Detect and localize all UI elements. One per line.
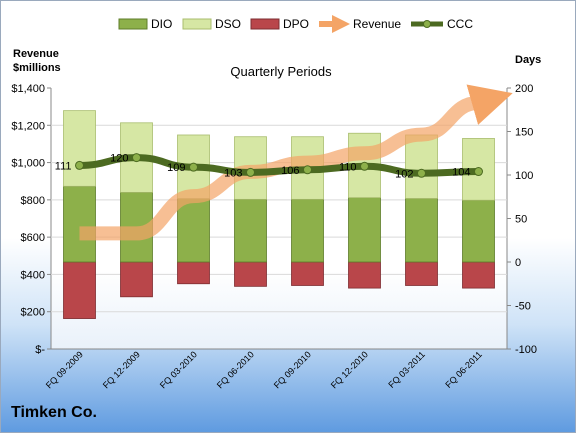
revenue-line <box>79 84 513 241</box>
right-tick-label: 200 <box>515 83 533 95</box>
ccc-point <box>303 165 312 175</box>
bar-dpo <box>291 261 324 286</box>
right-tick-label: 0 <box>515 257 521 269</box>
x-tick-label: FQ 03-2010 <box>158 349 199 390</box>
x-tick-label: FQ 06-2010 <box>215 349 256 390</box>
left-tick-label: $400 <box>21 269 45 281</box>
legend-swatch-ccc-marker <box>423 20 431 28</box>
right-axis-title: Days <box>515 54 541 66</box>
bar-dio <box>348 197 381 263</box>
left-tick-label: $600 <box>21 232 45 244</box>
ccc-data-label: 103 <box>224 167 242 179</box>
legend-swatch-dpo <box>250 18 280 30</box>
legend-label-dso: DSO <box>215 17 241 31</box>
ccc-data-label: 110 <box>339 161 357 173</box>
bar-dpo <box>405 261 438 286</box>
bar-dpo <box>120 261 153 298</box>
left-tick-label: $- <box>35 344 45 356</box>
x-tick-label: FQ 03-2011 <box>386 349 427 390</box>
legend: DIO DSO DPO Revenue CCC <box>118 15 473 33</box>
left-tick-label: $800 <box>21 195 45 207</box>
ccc-data-label: 120 <box>110 153 128 165</box>
x-tick-label: FQ 12-2010 <box>329 349 370 390</box>
ccc-data-label: 102 <box>395 168 413 180</box>
bar-dpo <box>234 261 267 287</box>
ccc-point <box>75 160 84 170</box>
bar-dio <box>291 198 324 263</box>
left-tick-label: $1,400 <box>11 83 45 95</box>
legend-swatch-dio <box>118 18 148 30</box>
ccc-point <box>189 162 198 172</box>
ccc-data-label: 104 <box>452 167 470 179</box>
ccc-point <box>417 168 426 178</box>
legend-swatch-dso <box>182 18 212 30</box>
left-tick-label: $200 <box>21 307 45 319</box>
x-tick-label: FQ 09-2009 <box>44 349 85 390</box>
right-tick-label: -50 <box>515 301 531 313</box>
bar-dso <box>63 110 96 187</box>
bar-dso <box>405 134 438 199</box>
bar-dio <box>177 198 210 263</box>
legend-label-revenue: Revenue <box>353 17 401 31</box>
ccc-point <box>474 167 483 177</box>
bar-dpo <box>63 261 96 319</box>
bar-dpo <box>462 261 495 289</box>
right-tick-label: 100 <box>515 170 533 182</box>
bar-dio <box>234 198 267 263</box>
x-tick-label: FQ 06-2011 <box>443 349 484 390</box>
legend-label-dio: DIO <box>151 17 172 31</box>
legend-label-dpo: DPO <box>283 17 309 31</box>
right-tick-label: 150 <box>515 127 533 139</box>
right-tick-label: -100 <box>515 344 537 356</box>
ccc-data-label: 109 <box>167 162 185 174</box>
left-axis-title-line2: $millions <box>13 62 61 74</box>
bar-dpo <box>348 261 381 289</box>
ccc-point <box>360 161 369 171</box>
bar-dio <box>462 199 495 263</box>
bar-dpo <box>177 261 210 285</box>
ccc-data-label: 106 <box>281 165 299 177</box>
left-axis-title-line1: Revenue <box>13 48 59 60</box>
right-tick-label: 50 <box>515 214 527 226</box>
bar-dio <box>405 198 438 263</box>
company-name: Timken Co. <box>11 404 97 421</box>
ccc-point <box>132 153 141 163</box>
x-tick-label: FQ 12-2009 <box>101 349 142 390</box>
bar-dio <box>63 185 96 263</box>
left-tick-label: $1,000 <box>11 158 45 170</box>
left-tick-label: $1,200 <box>11 120 45 132</box>
ccc-data-label: 111 <box>55 160 72 172</box>
chart-title: Quarterly Periods <box>230 64 332 79</box>
ccc-point <box>246 167 255 177</box>
x-tick-label: FQ 09-2010 <box>272 349 313 390</box>
legend-label-ccc: CCC <box>447 17 473 31</box>
